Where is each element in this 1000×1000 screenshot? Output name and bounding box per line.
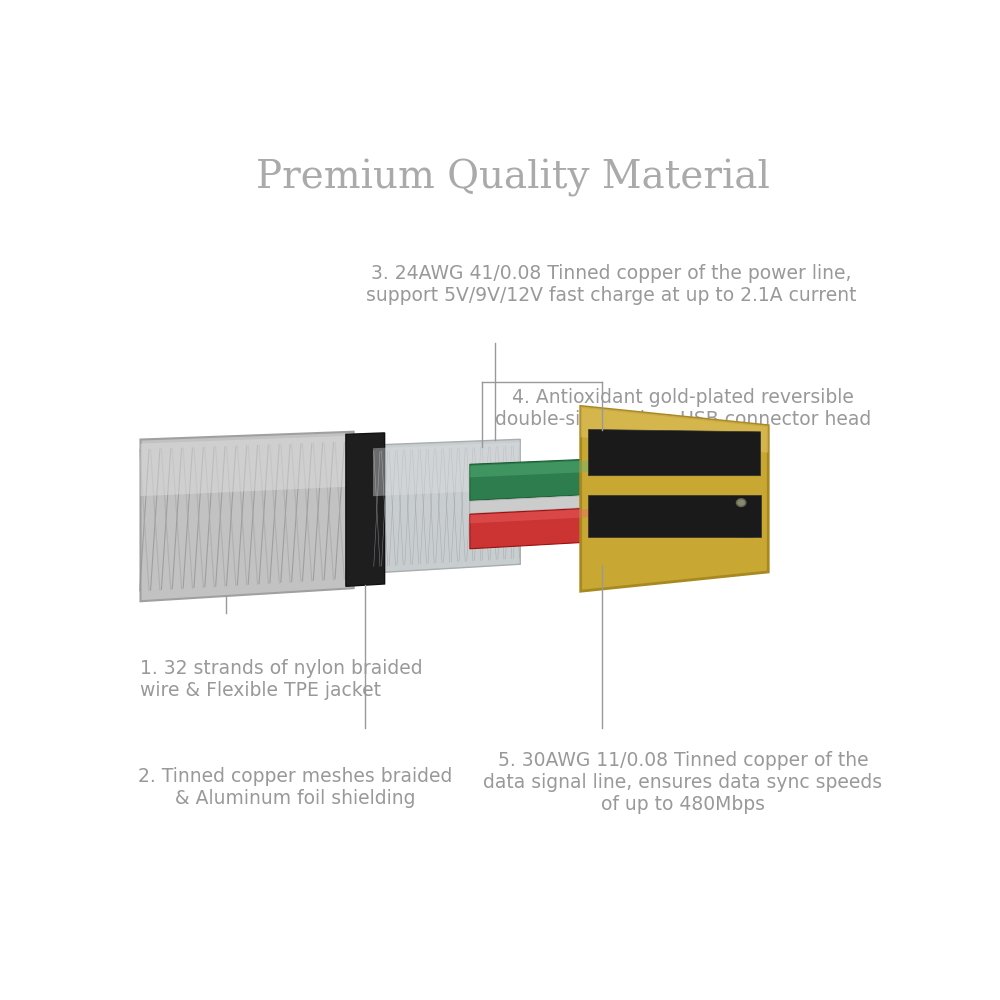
Polygon shape	[470, 508, 598, 523]
Polygon shape	[140, 432, 354, 601]
Polygon shape	[346, 433, 385, 586]
Polygon shape	[470, 460, 598, 477]
Polygon shape	[373, 442, 520, 496]
Polygon shape	[581, 406, 768, 453]
Polygon shape	[470, 459, 598, 500]
Polygon shape	[470, 495, 598, 513]
Polygon shape	[140, 436, 354, 496]
Polygon shape	[588, 430, 761, 476]
Polygon shape	[470, 508, 598, 549]
Text: 3. 24AWG 41/0.08 Tinned copper of the power line,
support 5V/9V/12V fast charge : 3. 24AWG 41/0.08 Tinned copper of the po…	[366, 264, 857, 305]
Polygon shape	[373, 439, 520, 573]
Polygon shape	[588, 495, 761, 537]
Text: Premium Quality Material: Premium Quality Material	[256, 159, 769, 197]
Polygon shape	[581, 406, 768, 591]
Text: 5. 30AWG 11/0.08 Tinned copper of the
data signal line, ensures data sync speeds: 5. 30AWG 11/0.08 Tinned copper of the da…	[483, 751, 883, 814]
Text: 2. Tinned copper meshes braided
& Aluminum foil shielding: 2. Tinned copper meshes braided & Alumin…	[138, 767, 453, 808]
Text: 1. 32 strands of nylon braided
wire & Flexible TPE jacket: 1. 32 strands of nylon braided wire & Fl…	[140, 659, 423, 700]
Ellipse shape	[736, 499, 746, 507]
Text: 4. Antioxidant gold-plated reversible
double-sided micro USB connector head: 4. Antioxidant gold-plated reversible do…	[495, 388, 871, 429]
